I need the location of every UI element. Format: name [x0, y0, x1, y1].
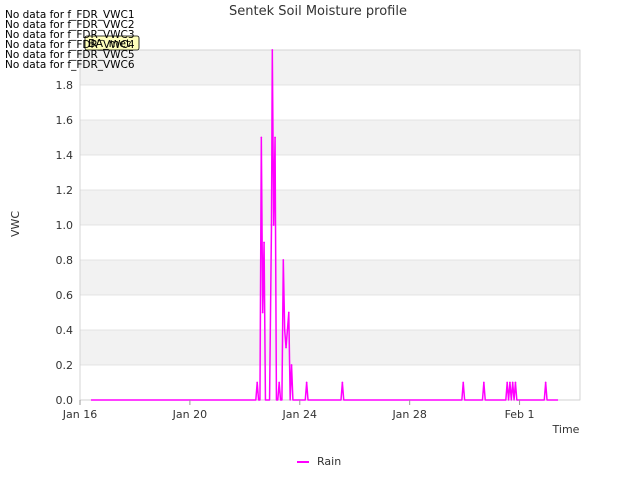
- data-point: [511, 381, 514, 384]
- data-point: [282, 259, 285, 261]
- data-point: [278, 381, 281, 384]
- x-tick-label: Jan 20: [172, 408, 207, 421]
- y-axis-label: VWC: [9, 211, 22, 237]
- data-point: [544, 381, 547, 384]
- data-point: [260, 136, 263, 139]
- background-band: [80, 330, 580, 365]
- y-tick-label: 0.0: [56, 394, 74, 407]
- data-point: [270, 224, 273, 226]
- background-band: [80, 190, 580, 225]
- x-tick-label: Jan 28: [391, 408, 426, 421]
- background-band: [80, 120, 580, 155]
- data-point: [271, 49, 274, 51]
- data-point: [305, 381, 308, 384]
- data-point: [482, 381, 485, 384]
- data-point: [261, 311, 264, 314]
- legend-label-rain: Rain: [317, 455, 341, 468]
- data-point: [272, 224, 275, 226]
- data-point: [283, 329, 286, 331]
- legend[interactable]: Rain: [297, 455, 341, 468]
- y-tick-label: 1.4: [56, 149, 74, 162]
- data-point: [256, 381, 259, 384]
- no-data-message: No data for f_FDR_VWC6: [5, 59, 135, 71]
- data-point: [509, 381, 511, 384]
- no-data-message: No data for f_FDR_VWC3: [5, 29, 135, 41]
- no-data-message: No data for f_FDR_VWC5: [5, 49, 135, 61]
- y-tick-label: 0.8: [56, 254, 74, 267]
- no-data-message: No data for f_FDR_VWC1: [5, 9, 135, 21]
- x-tick-label: Feb 1: [505, 408, 535, 421]
- no-data-messages: No data for f_FDR_VWC1 No data for f_FDR…: [5, 9, 135, 71]
- y-axis-ticks: 0.0 0.2 0.4 0.6 0.8 1.0 1.2 1.4 1.6 1.8: [56, 79, 74, 407]
- y-tick-label: 1.0: [56, 219, 74, 232]
- x-tick-label: Jan 16: [62, 408, 97, 421]
- no-data-message: No data for f_FDR_VWC2: [5, 19, 135, 31]
- background-band: [80, 50, 580, 85]
- data-point: [514, 381, 517, 384]
- data-point: [274, 136, 276, 139]
- tooltip: BA_met: [84, 35, 140, 51]
- data-point: [263, 241, 265, 244]
- y-tick-label: 1.6: [56, 114, 74, 127]
- data-point: [341, 381, 344, 384]
- x-tick-label: Jan 24: [282, 408, 317, 421]
- series-layer: [90, 49, 559, 401]
- y-tick-label: 1.2: [56, 184, 74, 197]
- no-data-message: No data for f_FDR_VWC4: [5, 39, 135, 51]
- x-axis-ticks: Jan 16 Jan 20 Jan 24 Jan 28 Feb 1: [62, 400, 535, 421]
- data-point: [462, 381, 465, 384]
- data-point: [286, 329, 289, 331]
- tooltip-label: BA_met: [88, 37, 131, 50]
- data-point: [290, 364, 293, 366]
- tooltip-box: [84, 35, 140, 51]
- y-tick-label: 0.6: [56, 289, 74, 302]
- x-axis-label: Time: [552, 423, 580, 436]
- y-tick-label: 1.8: [56, 79, 74, 92]
- chart-title: Sentek Soil Moisture profile: [229, 4, 407, 19]
- series-line-rain: [90, 49, 559, 401]
- y-tick-label: 0.4: [56, 324, 74, 337]
- y-tick-label: 0.2: [56, 359, 74, 372]
- data-point: [287, 311, 290, 314]
- background-band: [80, 260, 580, 295]
- background-bands: [80, 50, 580, 365]
- data-point: [506, 381, 509, 384]
- data-point: [285, 346, 287, 349]
